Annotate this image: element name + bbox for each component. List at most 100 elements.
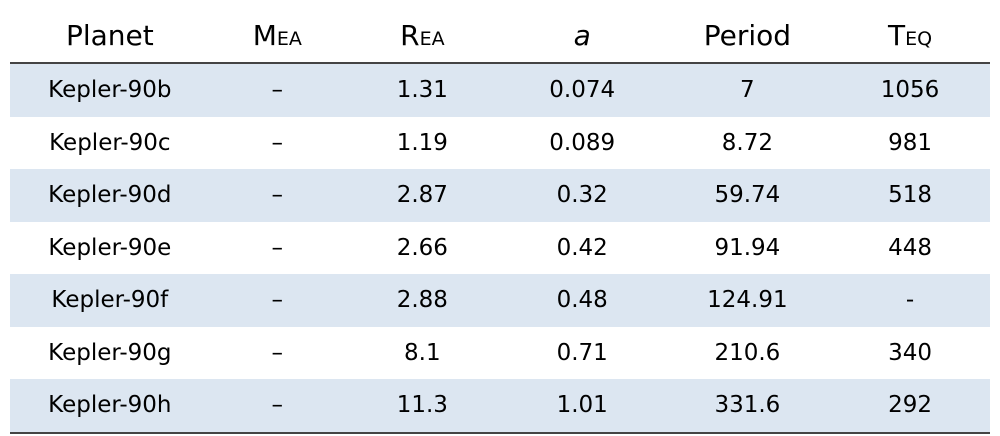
cell-text: 59.74 [714, 182, 781, 209]
cell-text: – [271, 129, 284, 156]
cell-text: 2.66 [396, 234, 448, 261]
header-cell: MEA [209, 8, 345, 64]
header-cell: Planet [10, 8, 210, 64]
header-cell: a [499, 8, 665, 64]
table-body: Kepler-90b – 1.31 0.074 7 1056 Kepler-90c – 1.19… [10, 63, 990, 434]
header-subscript: EQ [905, 27, 933, 50]
cell-text: 340 [888, 339, 932, 366]
table-cell: 1.01 [499, 379, 665, 434]
table-cell: 8.1 [345, 327, 500, 380]
cell-text: 1056 [880, 77, 940, 104]
cell-text: 0.089 [549, 129, 616, 156]
cell-text: 1.19 [396, 129, 448, 156]
cell-text: 8.1 [404, 339, 441, 366]
header-text: R [400, 18, 420, 52]
header-text: a [573, 18, 591, 52]
table-cell: – [209, 379, 345, 434]
table-cell: – [209, 63, 345, 117]
table-cell: 0.48 [499, 274, 665, 327]
header-subscript: EA [419, 27, 445, 50]
table-cell: 2.87 [344, 169, 500, 222]
table-cell: 2.88 [344, 274, 500, 327]
table-cell: 11.3 [344, 379, 500, 434]
cell-text: 1.01 [556, 392, 608, 419]
cell-text: 292 [888, 392, 932, 419]
table-row: Kepler-90e – 2.66 0.42 91.94 448 [10, 222, 990, 275]
table-cell: 124.91 [664, 274, 831, 327]
table-row: Kepler-90d – 2.87 0.32 59.74 518 [10, 169, 990, 222]
table-cell: - [830, 274, 990, 327]
table-cell: 0.71 [500, 327, 665, 380]
cell-text: 8.72 [721, 129, 773, 156]
table-cell: 0.089 [500, 117, 665, 170]
cell-text: 210.6 [714, 339, 781, 366]
cell-text: Kepler-90c [49, 129, 171, 156]
cell-text: 0.42 [556, 234, 608, 261]
cell-text: 0.48 [556, 287, 608, 314]
cell-text: – [271, 234, 284, 261]
table-row: Kepler-90c – 1.19 0.089 8.72 981 [10, 117, 990, 170]
table-row: Kepler-90b – 1.31 0.074 7 1056 [10, 63, 990, 117]
table-cell: 331.6 [664, 379, 831, 434]
table-cell: 292 [830, 379, 990, 434]
cell-text: 2.87 [396, 182, 448, 209]
cell-text: - [905, 287, 915, 314]
table-cell: Kepler-90e [10, 222, 210, 275]
table-cell: 1056 [830, 63, 990, 117]
cell-text: 11.3 [396, 392, 448, 419]
table-cell: – [210, 117, 345, 170]
cell-text: Kepler-90b [48, 77, 172, 104]
cell-text: 7 [740, 77, 755, 104]
cell-text: 448 [888, 234, 932, 261]
table-cell: 7 [664, 63, 831, 117]
table-cell: 0.42 [500, 222, 665, 275]
table-cell: 8.72 [665, 117, 830, 170]
cell-text: 124.91 [707, 287, 788, 314]
cell-text: Kepler-90f [51, 287, 169, 314]
table-cell: Kepler-90g [10, 327, 210, 380]
header-subscript: EA [276, 27, 302, 50]
table-cell: 340 [830, 327, 990, 380]
table-cell: 0.32 [499, 169, 665, 222]
header-cell: REA [344, 8, 500, 64]
table-row: Kepler-90g – 8.1 0.71 210.6 340 [10, 327, 990, 380]
planet-table: Planet MEA REA a Period TEQ Kepler-90b –1.31 0.… [10, 8, 990, 434]
table-cell: Kepler-90d [10, 169, 210, 222]
cell-text: – [271, 339, 284, 366]
table-row: Kepler-90h – 11.3 1.01 331.6 292 [10, 379, 990, 434]
table-cell: 210.6 [665, 327, 830, 380]
table-cell: Kepler-90c [10, 117, 210, 170]
cell-text: 1.31 [396, 77, 448, 104]
table-cell: 981 [830, 117, 990, 170]
header-cell: Period [664, 8, 831, 64]
cell-text: Kepler-90g [48, 339, 172, 366]
header-row: Planet MEA REA a Period TEQ [10, 8, 990, 64]
table-row: Kepler-90f – 2.88 0.48 124.91 - [10, 274, 990, 327]
table-cell: – [209, 274, 345, 327]
table-cell: 0.074 [499, 63, 665, 117]
cell-text: 518 [888, 182, 932, 209]
cell-text: Kepler-90d [48, 182, 172, 209]
table-cell: 91.94 [665, 222, 830, 275]
cell-text: – [271, 77, 284, 104]
table-cell: – [209, 169, 345, 222]
table-cell: – [210, 327, 345, 380]
table-cell: 59.74 [664, 169, 831, 222]
table-cell: Kepler-90b [10, 63, 210, 117]
header-text: M [252, 18, 277, 52]
table-cell: Kepler-90f [10, 274, 210, 327]
cell-text: 981 [888, 129, 932, 156]
cell-text: Kepler-90h [48, 392, 172, 419]
cell-text: – [271, 392, 284, 419]
cell-text: 331.6 [714, 392, 781, 419]
cell-text: – [271, 182, 284, 209]
table-cell: 448 [830, 222, 990, 275]
header-text: Period [703, 18, 792, 52]
cell-text: 2.88 [396, 287, 448, 314]
cell-text: 0.71 [556, 339, 608, 366]
table-cell: 1.19 [345, 117, 500, 170]
cell-text: 91.94 [714, 234, 781, 261]
header-text: T [888, 18, 906, 52]
table-cell: 518 [830, 169, 990, 222]
